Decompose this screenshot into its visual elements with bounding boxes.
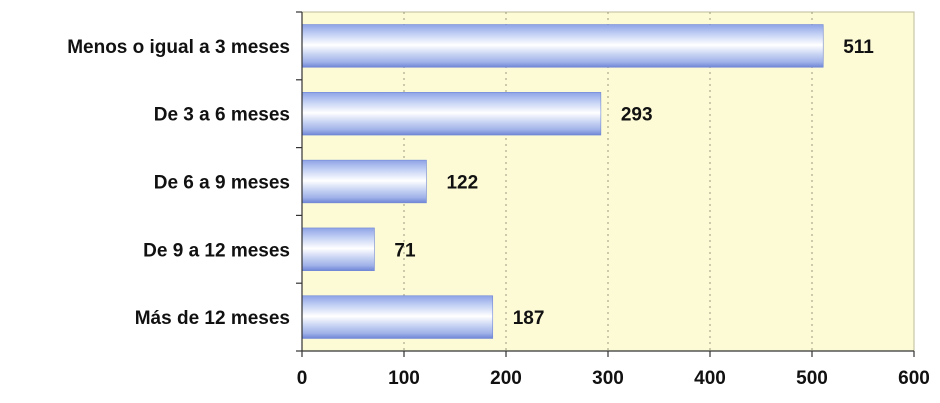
bar-4: [301, 227, 375, 271]
data-label-3: 122: [446, 173, 478, 194]
x-tick-label-600: 600: [898, 368, 930, 389]
x-tick-label-100: 100: [388, 368, 420, 389]
category-label-5: Más de 12 meses: [135, 308, 290, 329]
data-label-1: 511: [843, 37, 874, 58]
bars: [301, 24, 824, 339]
category-label-1: Menos o igual a 3 meses: [67, 37, 290, 58]
x-tick-label-300: 300: [592, 368, 624, 389]
category-labels: Menos o igual a 3 meses De 3 a 6 meses De …: [67, 37, 290, 329]
x-tick-label-0: 0: [297, 368, 308, 389]
data-labels: 511 293 122 71 187: [394, 37, 874, 329]
bar-5: [301, 295, 494, 339]
bar-3: [301, 159, 427, 204]
data-label-2: 293: [621, 105, 653, 126]
data-label-4: 71: [394, 240, 416, 261]
data-label-5: 187: [513, 308, 545, 329]
axes: [296, 11, 915, 357]
category-label-3: De 6 a 9 meses: [154, 173, 290, 194]
x-tick-label-400: 400: [694, 368, 726, 389]
x-tick-labels: 0 100 200 300 400 500 600: [297, 368, 930, 389]
bar-1: [301, 24, 824, 68]
x-tick-label-500: 500: [796, 368, 828, 389]
category-label-4: De 9 a 12 meses: [143, 240, 290, 261]
category-label-2: De 3 a 6 meses: [154, 105, 290, 126]
bar-2: [301, 92, 602, 136]
x-tick-label-200: 200: [490, 368, 522, 389]
